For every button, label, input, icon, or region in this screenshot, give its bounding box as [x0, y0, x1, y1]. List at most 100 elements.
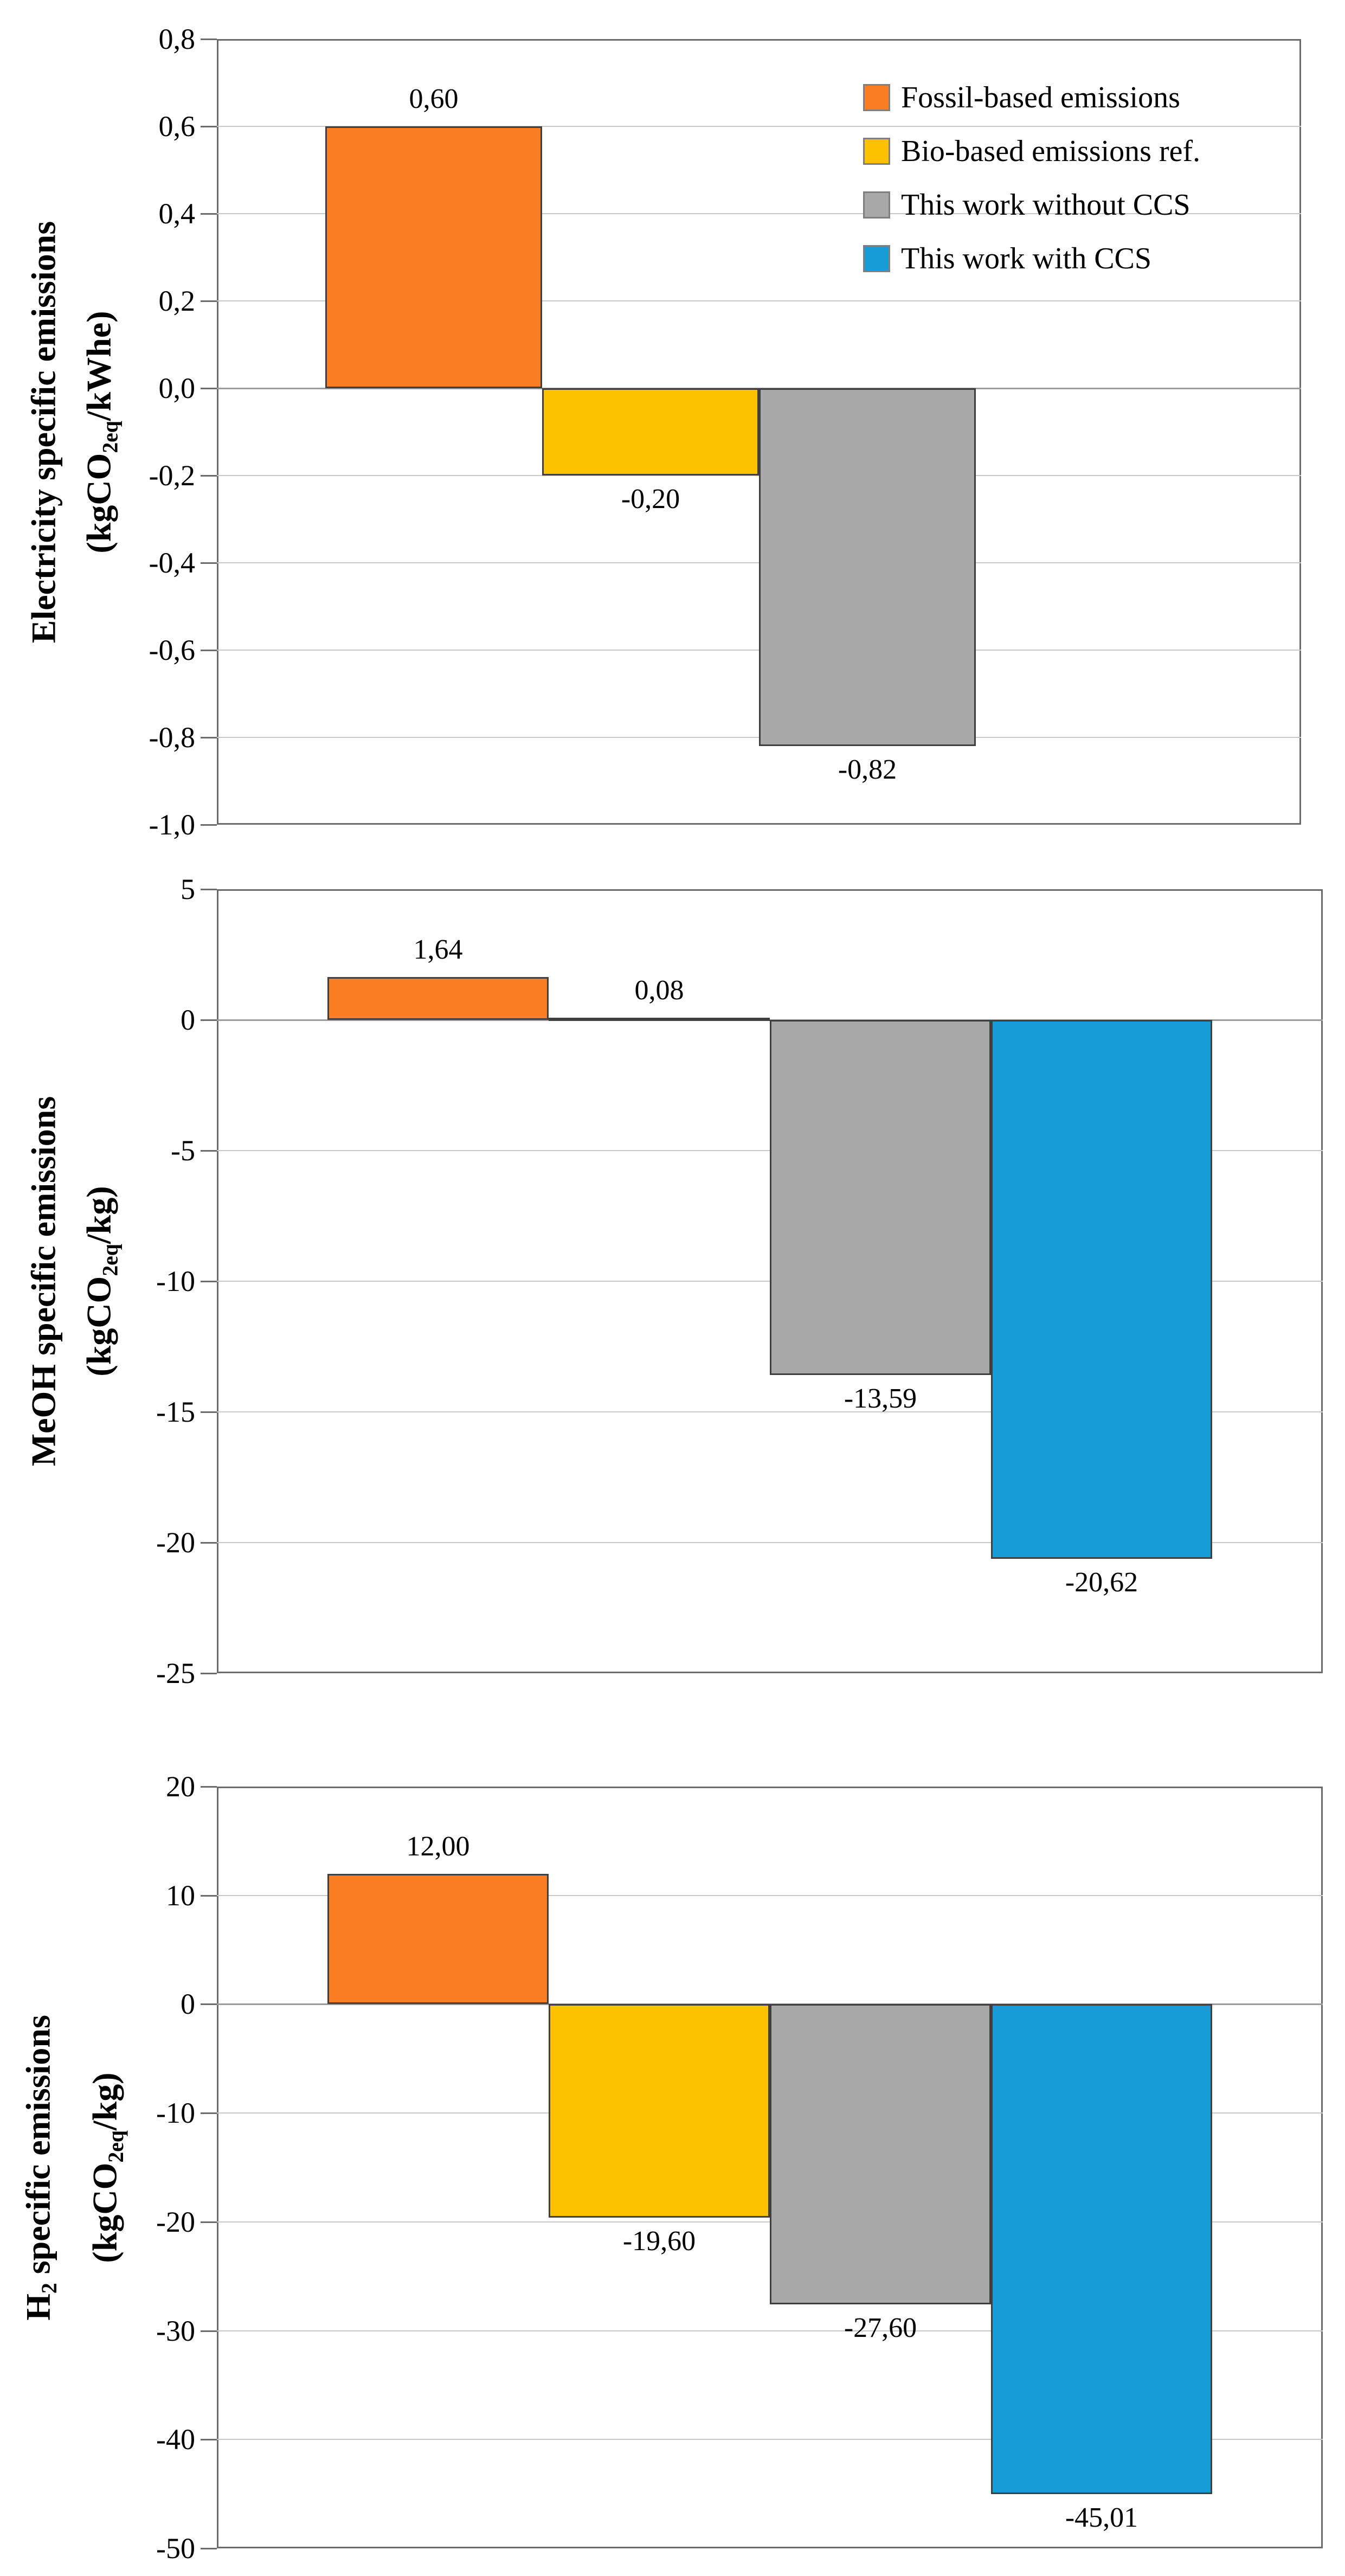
gridline: [217, 1411, 1323, 1412]
y-axis-tick-label: 20: [166, 1770, 195, 1803]
bar-ccs: [991, 1020, 1212, 1559]
title-text: (kgCO: [79, 453, 118, 554]
bar-value-label: -19,60: [622, 2225, 696, 2257]
legend-item-bio: Bio-based emissions ref.: [863, 124, 1200, 178]
y-axis-title: MeOH specific emissions (kgCO2eq/kg): [16, 889, 138, 1673]
legend-item-fossil: Fossil-based emissions: [863, 70, 1200, 124]
bar-bio: [549, 1018, 770, 1022]
y-axis-tickmark: [201, 1019, 217, 1021]
y-axis-title-line1: Electricity specific emissions: [16, 39, 72, 825]
y-axis-tickmark: [201, 562, 217, 564]
legend-swatch-no_ccs-icon: [863, 191, 890, 219]
legend-swatch-bio-icon: [863, 137, 890, 165]
title-text: Electricity specific emissions: [24, 221, 63, 643]
y-axis-tick-label: -20: [156, 2205, 195, 2238]
bar-value-label: -0,20: [621, 484, 680, 515]
legend-item-ccs: This work with CCS: [863, 232, 1200, 285]
y-axis-tickmark: [201, 2439, 217, 2441]
title-text: MeOH specific emissions: [24, 1096, 63, 1467]
y-axis-tickmark: [201, 126, 217, 127]
gridline: [217, 1542, 1323, 1543]
y-axis-title-unit-line: (kgCO2eq/kg): [77, 1787, 144, 2548]
legend-swatch-ccs-icon: [863, 245, 890, 272]
y-axis-tick-label: -0,4: [149, 547, 195, 579]
legend-item-no_ccs: This work without CCS: [863, 178, 1200, 232]
y-axis-tick-label: -20: [156, 1526, 195, 1559]
y-axis-tick-label: -0,2: [149, 459, 195, 492]
y-axis-title: H2 specific emissions (kgCO2eq/kg): [10, 1787, 143, 2548]
subscript-text: 2eq: [98, 420, 123, 453]
y-axis-tickmark: [201, 824, 217, 826]
y-axis-tickmark: [201, 737, 217, 738]
y-axis-tick-label: 0,8: [158, 23, 196, 55]
y-axis-tickmark: [201, 475, 217, 477]
bar-value-label: -45,01: [1065, 2502, 1138, 2533]
bar-value-label: -20,62: [1065, 1566, 1138, 1598]
bar-bio: [542, 388, 759, 476]
y-axis-tick-label: 0: [181, 1988, 195, 2021]
bar-fossil: [325, 126, 542, 388]
y-axis-tickmark: [201, 388, 217, 389]
legend-label: This work with CCS: [901, 241, 1152, 275]
y-axis-tick-label: 0: [181, 1004, 195, 1036]
subscript-text: 2eq: [104, 2130, 128, 2163]
bar-value-label: 0,08: [634, 975, 684, 1006]
bar-value-label: -0,82: [838, 754, 897, 786]
title-text: H: [18, 2293, 57, 2321]
y-axis-tickmark: [201, 38, 217, 40]
bar-bio: [549, 2004, 770, 2218]
y-axis-tickmark: [201, 2330, 217, 2332]
y-axis-title: Electricity specific emissions (kgCO2eq/k…: [16, 39, 138, 825]
legend-swatch-fossil-icon: [863, 83, 890, 111]
gridline: [217, 2439, 1323, 2440]
subscript-text: 2: [37, 2282, 61, 2294]
y-axis-tickmark: [201, 213, 217, 215]
y-axis-tick-label: 0,6: [158, 110, 196, 143]
title-text: /kWhe): [79, 310, 118, 421]
y-axis-tick-label: -10: [156, 1265, 195, 1297]
y-axis-title-unit-line: (kgCO2eq/kg): [72, 889, 138, 1673]
bar-value-label: 12,00: [406, 1830, 470, 1862]
title-text: /kg): [85, 2072, 124, 2130]
y-axis-tick-label: 5: [181, 873, 195, 905]
bar-value-label: -13,59: [844, 1383, 917, 1415]
y-axis-tick-label: -40: [156, 2423, 195, 2456]
y-axis-tick-label: -15: [156, 1396, 195, 1428]
y-axis-tickmark: [201, 1542, 217, 1544]
y-axis-tickmark: [201, 889, 217, 890]
y-axis-tickmark: [201, 1786, 217, 1788]
y-axis-tick-label: -0,6: [149, 634, 195, 666]
y-axis-title-unit-line: (kgCO2eq/kWhe): [72, 39, 138, 825]
y-axis-tick-label: 0,4: [158, 197, 196, 230]
y-axis-tick-label: -1,0: [149, 808, 195, 841]
y-axis-title-line1: H2 specific emissions: [10, 1787, 77, 2548]
bar-fossil: [327, 1873, 549, 2005]
y-axis-tickmark: [201, 2003, 217, 2006]
bar-value-label: 0,60: [409, 83, 459, 114]
legend-label: Fossil-based emissions: [901, 80, 1180, 114]
y-axis-tickmark: [201, 1150, 217, 1152]
y-axis-tickmark: [201, 2112, 217, 2115]
y-axis-tick-label: 10: [166, 1879, 195, 1912]
y-axis-tick-label: -25: [156, 1657, 195, 1690]
gridline: [217, 126, 1301, 127]
title-text: specific emissions: [18, 2014, 57, 2283]
bar-ccs: [991, 2004, 1212, 2494]
y-axis-title-line1: MeOH specific emissions: [16, 889, 72, 1673]
gridline: [217, 213, 1301, 214]
y-axis-tick-label: 0,2: [158, 285, 196, 317]
gridline: [217, 1894, 1323, 1896]
y-axis-tick-label: -30: [156, 2314, 195, 2347]
y-axis-tick-label: -10: [156, 2097, 195, 2130]
y-axis-tickmark: [201, 1673, 217, 1674]
y-axis-tickmark: [201, 650, 217, 651]
bar-value-label: 1,64: [413, 934, 463, 965]
gridline: [217, 300, 1301, 301]
title-text: (kgCO: [85, 2162, 124, 2263]
y-axis-tickmark: [201, 2221, 217, 2223]
title-text: /kg): [79, 1186, 118, 1244]
title-text: (kgCO: [79, 1276, 118, 1377]
bar-value-label: -27,60: [844, 2312, 917, 2344]
bar-no_ccs: [770, 1020, 991, 1376]
y-axis-tick-label: -50: [156, 2532, 195, 2565]
